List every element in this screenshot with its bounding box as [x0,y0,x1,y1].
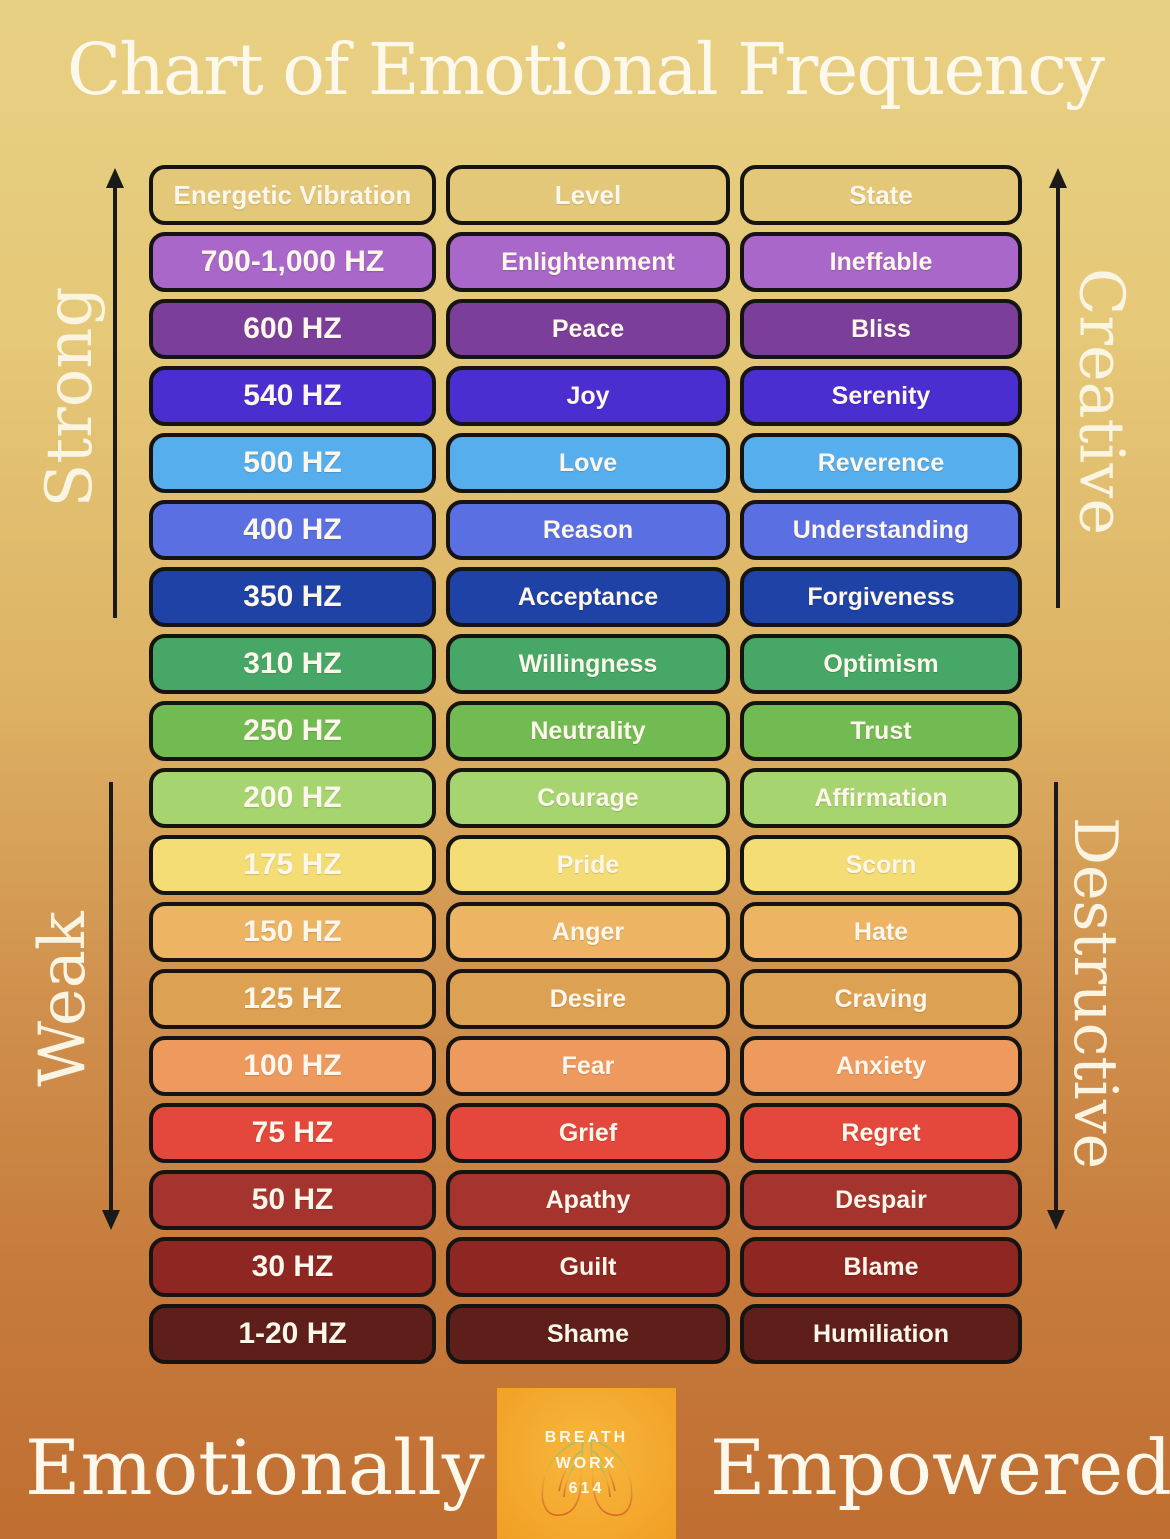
page-title: Chart of Emotional Frequency [66,28,1105,111]
logo-line1: BREATH [544,1429,629,1447]
table-cell-level: Guilt [446,1237,730,1297]
table-cell-hz: 30 HZ [149,1237,436,1297]
table-cell-level: Fear [446,1036,730,1096]
table-cell-hz: 400 HZ [149,500,436,560]
axis-label-destructive: Destructive [1060,816,1130,1170]
table-cell-hz: 175 HZ [149,835,436,895]
table-cell-state: Serenity [740,366,1022,426]
table-cell-hz: 1-20 HZ [149,1304,436,1364]
table-cell-state: Understanding [740,500,1022,560]
table-cell-level: Willingness [446,634,730,694]
table-cell-state: Regret [740,1103,1022,1163]
table-cell-level: Enlightenment [446,232,730,292]
down-arrow-right [1047,782,1065,1230]
table-cell-state: Trust [740,701,1022,761]
table-cell-state: Despair [740,1170,1022,1230]
table-cell-state: Affirmation [740,768,1022,828]
table-cell-hz: 500 HZ [149,433,436,493]
table-cell-level: Shame [446,1304,730,1364]
table-cell-state: Reverence [740,433,1022,493]
up-arrow-left [106,168,124,618]
down-arrow-left [102,782,120,1230]
logo-line3: 614 [568,1480,605,1498]
table-cell-hz: 310 HZ [149,634,436,694]
table-cell-level: Courage [446,768,730,828]
table-header-cell: State [740,165,1022,225]
table-cell-state: Humiliation [740,1304,1022,1364]
axis-label-strong: Strong [33,286,107,508]
axis-label-weak: Weak [26,911,100,1087]
table-cell-level: Anger [446,902,730,962]
table-cell-level: Grief [446,1103,730,1163]
table-cell-hz: 50 HZ [149,1170,436,1230]
table-cell-state: Blame [740,1237,1022,1297]
table-cell-level: Peace [446,299,730,359]
lungs-icon [541,1404,632,1516]
table-cell-level: Joy [446,366,730,426]
table-header-cell: Energetic Vibration [149,165,436,225]
table-cell-state: Optimism [740,634,1022,694]
table-cell-level: Desire [446,969,730,1029]
table-cell-hz: 75 HZ [149,1103,436,1163]
footer-word-emotionally: Emotionally [25,1423,485,1512]
table-cell-state: Anxiety [740,1036,1022,1096]
table-cell-state: Ineffable [740,232,1022,292]
table-header-cell: Level [446,165,730,225]
footer-word-empowered: Empowered [710,1423,1170,1512]
table-cell-hz: 350 HZ [149,567,436,627]
table-cell-hz: 540 HZ [149,366,436,426]
table-cell-hz: 600 HZ [149,299,436,359]
frequency-table: Energetic Vibration Level State 700-1,000 H… [149,165,1022,1364]
table-cell-level: Pride [446,835,730,895]
table-cell-hz: 100 HZ [149,1036,436,1096]
axis-label-creative: Creative [1065,267,1139,536]
breathworx-logo: BREATH WORX 614 [497,1388,676,1539]
table-cell-state: Bliss [740,299,1022,359]
up-arrow-right [1049,168,1067,608]
table-cell-hz: 250 HZ [149,701,436,761]
table-cell-state: Craving [740,969,1022,1029]
table-cell-state: Forgiveness [740,567,1022,627]
table-cell-state: Scorn [740,835,1022,895]
table-cell-hz: 150 HZ [149,902,436,962]
table-cell-level: Neutrality [446,701,730,761]
table-cell-level: Acceptance [446,567,730,627]
logo-line2: WORX [555,1454,618,1472]
table-cell-hz: 200 HZ [149,768,436,828]
table-cell-level: Reason [446,500,730,560]
logo-text: BREATH WORX 614 [545,1425,628,1502]
table-cell-level: Love [446,433,730,493]
table-cell-level: Apathy [446,1170,730,1230]
table-cell-hz: 700-1,000 HZ [149,232,436,292]
table-cell-state: Hate [740,902,1022,962]
table-cell-hz: 125 HZ [149,969,436,1029]
